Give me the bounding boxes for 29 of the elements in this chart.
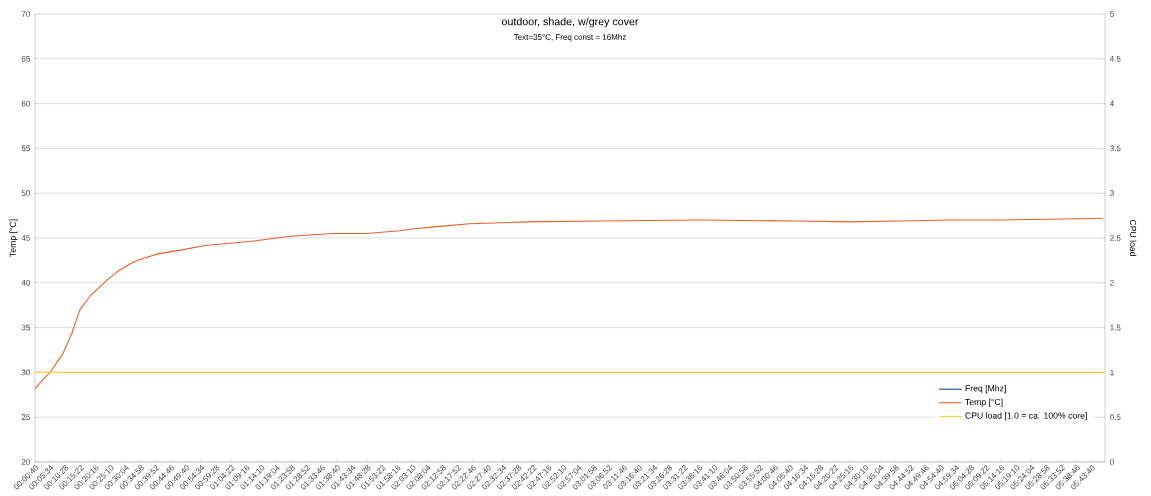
y-tick-label: 35 (21, 324, 30, 331)
y-tick-label: 60 (21, 100, 30, 107)
y2-tick-label: 4.5 (1109, 56, 1121, 62)
y2-tick-label: 1.5 (1110, 324, 1121, 331)
y2-tick-label: 2.5 (1110, 235, 1121, 241)
y-tick-label: 55 (21, 145, 30, 152)
y-tick-label: 45 (21, 235, 30, 241)
text: Text=35°C, Freq const = 16Mhz (513, 34, 626, 42)
y2-tick-label: 3.5 (1110, 145, 1121, 152)
y2-tick-label: 0.5 (1110, 414, 1121, 421)
y-tick-label: 30 (21, 369, 30, 376)
legend-label: Freq [Mhz] (965, 385, 1006, 394)
y2-tick-label: 5 (1110, 11, 1114, 17)
y-axis-title: Temp [°C] (9, 219, 18, 257)
y-tick-label: 20 (21, 459, 30, 465)
chart-title: outdoor, shade, w/grey cover (501, 17, 639, 28)
legend-label: Temp [°C] (965, 398, 1003, 407)
y2-axis-title: CPU load (1130, 219, 1137, 256)
y2-tick-label: 2 (1110, 280, 1114, 286)
y-tick-label: 65 (21, 55, 30, 62)
y-tick-label: 70 (21, 11, 30, 17)
y-tick-label: 50 (21, 190, 30, 197)
legend-label: CPU load [1.0 = ca. 100% core] (965, 412, 1087, 421)
y-tick-label: 25 (21, 414, 30, 421)
y2-tick-label: 1 (1110, 369, 1114, 376)
y2-tick-label: 3 (1110, 190, 1114, 197)
y2-tick-label: 0 (1110, 459, 1114, 465)
y-tick-label: 40 (21, 279, 30, 286)
y2-tick-label: 4 (1109, 100, 1114, 107)
